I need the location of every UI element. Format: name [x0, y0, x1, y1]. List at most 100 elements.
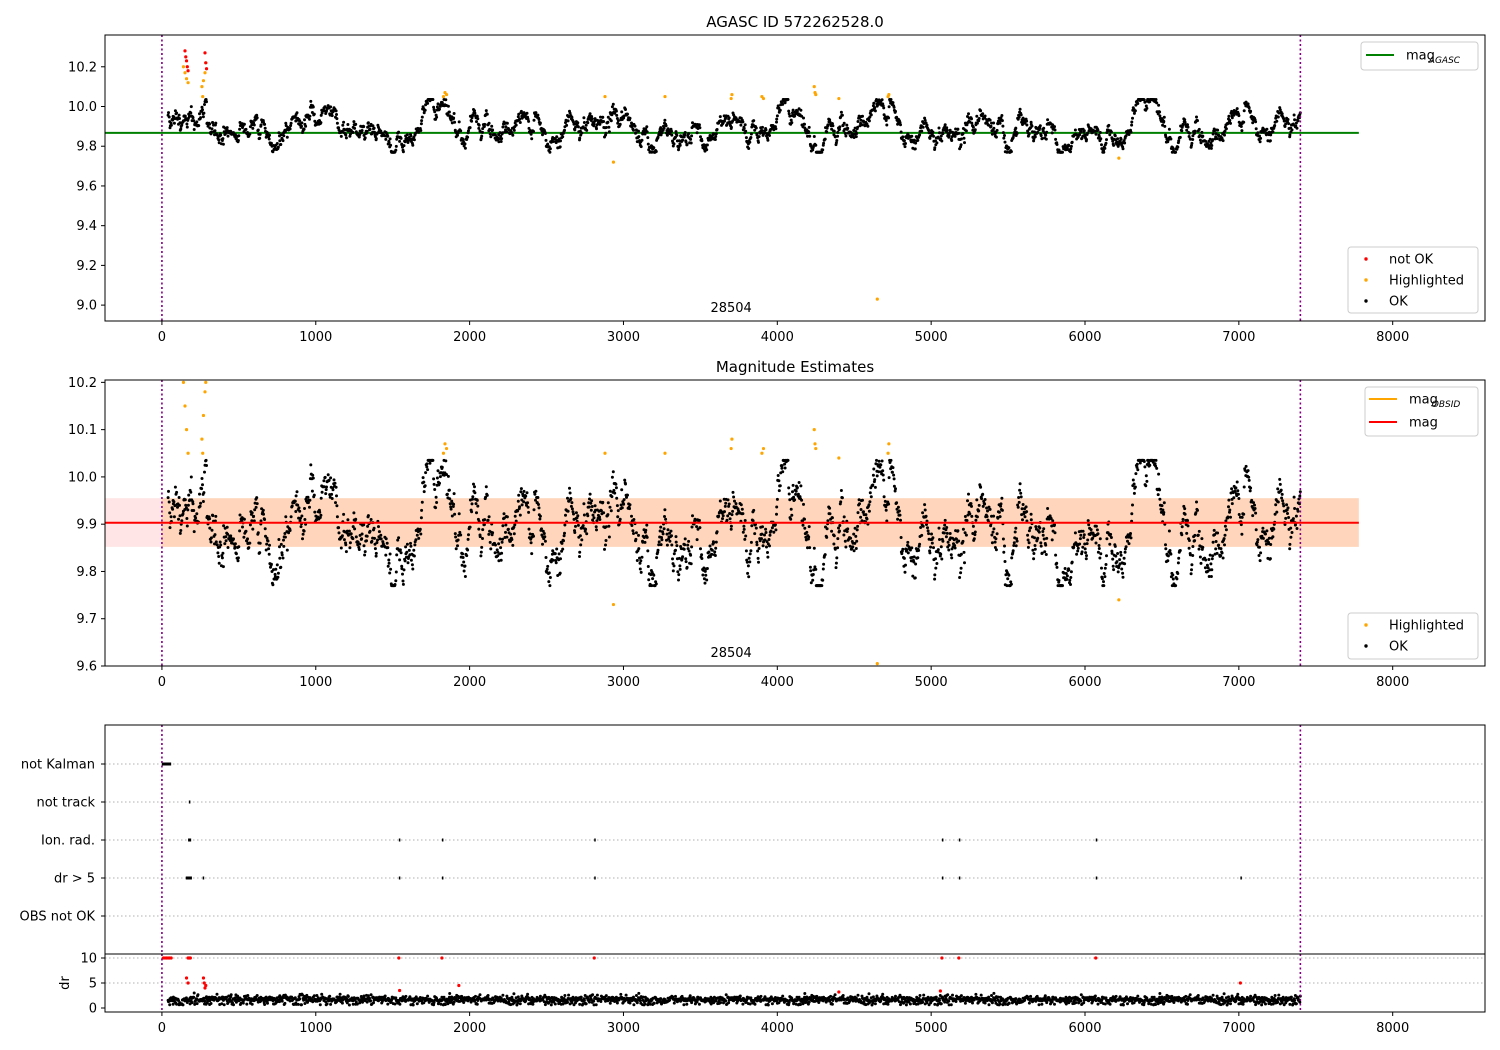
ok-point — [1132, 482, 1136, 486]
ok-point — [331, 488, 335, 492]
highlighted-point — [887, 92, 891, 97]
ok-point — [742, 127, 746, 130]
ok-point — [288, 529, 292, 532]
ok-point — [1011, 549, 1015, 553]
ok-point — [1230, 116, 1234, 120]
ok-point — [992, 514, 996, 518]
ok-point — [602, 511, 606, 515]
ok-point — [566, 509, 570, 513]
ok-point — [921, 511, 925, 515]
ok-point — [727, 502, 731, 506]
ok-point — [558, 571, 562, 575]
ok-point — [517, 493, 521, 497]
ok-point — [700, 139, 704, 143]
ok-point — [506, 527, 510, 531]
ok-point — [962, 136, 966, 140]
ok-point — [308, 117, 311, 121]
ok-point — [177, 517, 180, 521]
ok-point — [1249, 109, 1253, 113]
ok-point — [511, 133, 515, 137]
ok-point — [823, 553, 827, 557]
ok-point — [1195, 500, 1198, 504]
ok-point — [714, 135, 718, 138]
dr-ok-point — [283, 1001, 287, 1005]
ok-point — [335, 504, 339, 508]
ok-point — [651, 577, 655, 581]
ok-point — [474, 502, 478, 506]
ok-point — [409, 558, 413, 562]
ok-point — [223, 542, 227, 546]
ok-point — [538, 514, 542, 518]
ok-point — [994, 548, 998, 552]
ok-point — [285, 548, 289, 552]
ok-point — [479, 550, 483, 554]
ok-point — [532, 508, 536, 512]
dr-ok-point — [241, 1001, 245, 1005]
ok-point — [499, 140, 503, 143]
ok-point — [209, 540, 213, 544]
ok-point — [624, 482, 627, 486]
ok-point — [842, 533, 846, 537]
ok-point — [830, 516, 834, 520]
ok-point — [652, 573, 656, 577]
ok-point — [576, 523, 580, 527]
ok-point — [445, 492, 449, 496]
ok-point — [1268, 139, 1272, 143]
ok-point — [1219, 547, 1223, 551]
ok-point — [880, 98, 884, 102]
ok-point — [1257, 554, 1261, 557]
ok-point — [200, 105, 204, 109]
ok-point — [637, 547, 641, 551]
ok-point — [997, 510, 1001, 514]
ok-point — [1024, 505, 1028, 509]
ok-point — [812, 546, 816, 550]
ok-point — [728, 517, 732, 521]
ok-point — [517, 112, 521, 116]
ok-point — [1157, 472, 1161, 476]
ok-point — [993, 540, 997, 544]
ok-point — [920, 129, 924, 133]
highlighted-point — [887, 442, 891, 446]
ok-point — [387, 561, 391, 565]
ok-point — [476, 117, 480, 121]
ok-point — [1033, 544, 1037, 547]
ok-point — [1027, 529, 1031, 533]
ok-point — [310, 489, 314, 493]
ok-point — [825, 527, 829, 531]
ok-point — [184, 503, 188, 507]
ok-point — [809, 569, 813, 573]
ok-point — [867, 119, 871, 123]
ok-point — [1103, 566, 1107, 570]
ok-point — [851, 545, 855, 549]
ok-point — [610, 475, 614, 479]
ok-point — [593, 504, 597, 508]
ok-point — [456, 544, 459, 548]
ok-point — [537, 503, 540, 506]
highlighted-point — [1117, 598, 1121, 602]
ok-point — [1001, 537, 1005, 541]
ok-point — [1230, 487, 1234, 491]
ok-point — [1025, 510, 1029, 514]
ok-point — [282, 134, 286, 138]
ok-point — [300, 121, 304, 125]
ok-point — [178, 503, 181, 507]
ok-point — [548, 147, 552, 151]
ok-point — [686, 543, 690, 547]
ok-point — [217, 555, 221, 558]
ok-point — [662, 126, 666, 130]
ok-point — [248, 523, 252, 527]
dr-ok-point — [298, 997, 302, 1001]
ok-point — [848, 544, 852, 548]
ok-point — [839, 110, 843, 114]
ok-point — [963, 515, 967, 518]
ok-point — [1197, 529, 1201, 533]
ok-point — [854, 547, 858, 550]
ok-point — [1107, 123, 1111, 127]
ok-point — [676, 570, 680, 574]
ok-point — [172, 515, 176, 519]
ok-point — [1287, 516, 1291, 519]
ok-point — [860, 123, 864, 127]
ok-point — [868, 491, 872, 495]
ok-point — [604, 525, 608, 529]
ok-point — [939, 545, 943, 549]
